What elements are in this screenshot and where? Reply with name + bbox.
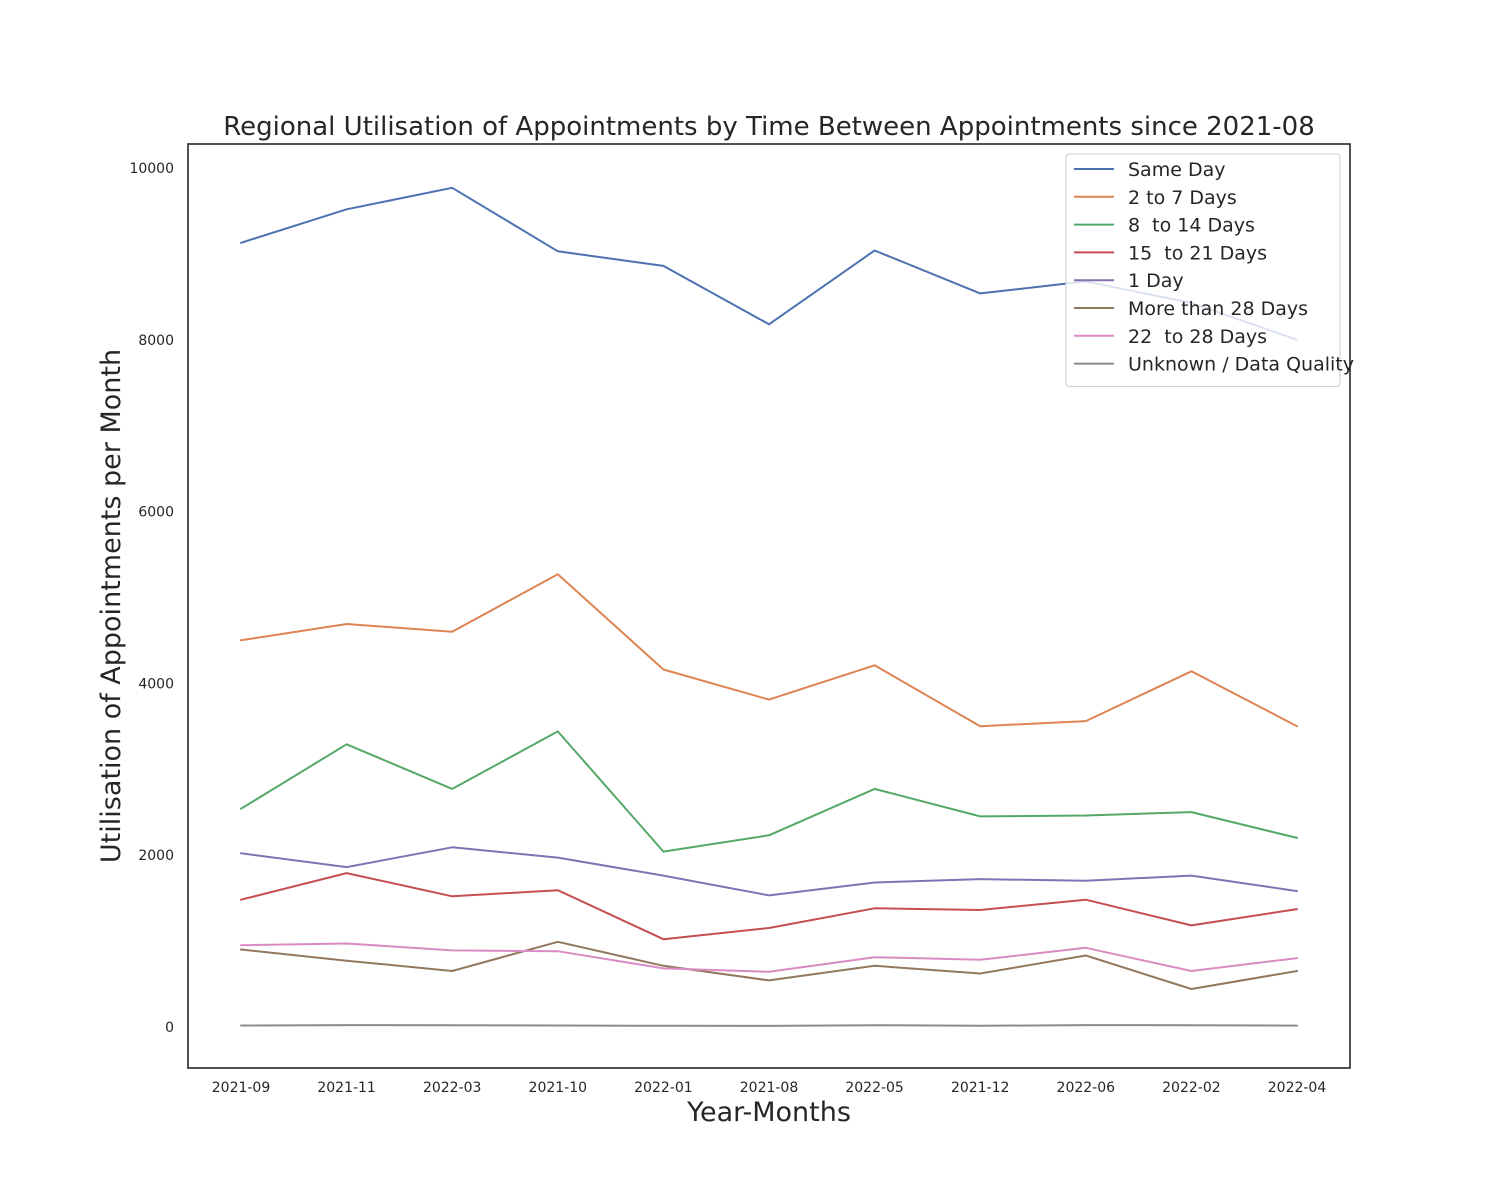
chart-title: Regional Utilisation of Appointments by …	[223, 112, 1315, 142]
x-tick-label: 2021-09	[212, 1080, 271, 1096]
y-tick-label: 2000	[138, 848, 174, 864]
y-tick-label: 8000	[138, 333, 174, 349]
y-tick-label: 0	[165, 1020, 174, 1036]
x-tick-label: 2021-08	[740, 1080, 799, 1096]
y-tick-label: 4000	[138, 676, 174, 692]
legend-entry: Unknown / Data Quality	[1128, 354, 1354, 376]
x-tick-label: 2021-10	[529, 1080, 588, 1096]
legend-entry: More than 28 Days	[1128, 298, 1308, 320]
x-axis-title: Year-Months	[686, 1097, 851, 1128]
x-tick-label: 2021-12	[951, 1080, 1010, 1096]
series-line-6	[240, 942, 1298, 973]
x-tick-label: 2022-05	[845, 1080, 904, 1096]
series-line-3	[240, 872, 1298, 941]
plot-area: 0 2000 4000 6000 8000 10000 2021-09 2021-11 2022…	[129, 143, 1351, 1096]
legend-entry: 2 to 7 Days	[1128, 187, 1237, 209]
legend: Same Day 2 to 7 Days 8 to 14 Days 15 to 21 …	[1065, 153, 1354, 387]
series-line-7	[240, 1024, 1298, 1027]
legend-entry: 22 to 28 Days	[1128, 326, 1267, 348]
y-tick-label: 6000	[138, 505, 174, 521]
legend-entry: 8 to 14 Days	[1128, 215, 1255, 237]
legend-entry: 1 Day	[1128, 270, 1184, 292]
x-tick-label: 2022-04	[1268, 1080, 1327, 1096]
y-tick-label: 10000	[129, 161, 174, 177]
plot-frame	[187, 143, 1351, 1069]
y-axis-title: Utilisation of Appointments per Month	[96, 349, 127, 863]
legend-entry: 15 to 21 Days	[1128, 242, 1267, 264]
legend-box	[1065, 153, 1341, 387]
series-line-2	[240, 730, 1298, 853]
x-tick-label: 2022-03	[423, 1080, 482, 1096]
legend-entry: Same Day	[1128, 159, 1225, 181]
x-tick-label: 2022-02	[1162, 1080, 1221, 1096]
x-tick-label: 2021-11	[317, 1080, 376, 1096]
series-line-5	[240, 940, 1298, 990]
x-tick-label: 2022-06	[1057, 1080, 1116, 1096]
series-line-1	[240, 573, 1298, 728]
x-tick-label: 2022-01	[634, 1080, 693, 1096]
series-line-4	[240, 846, 1298, 897]
